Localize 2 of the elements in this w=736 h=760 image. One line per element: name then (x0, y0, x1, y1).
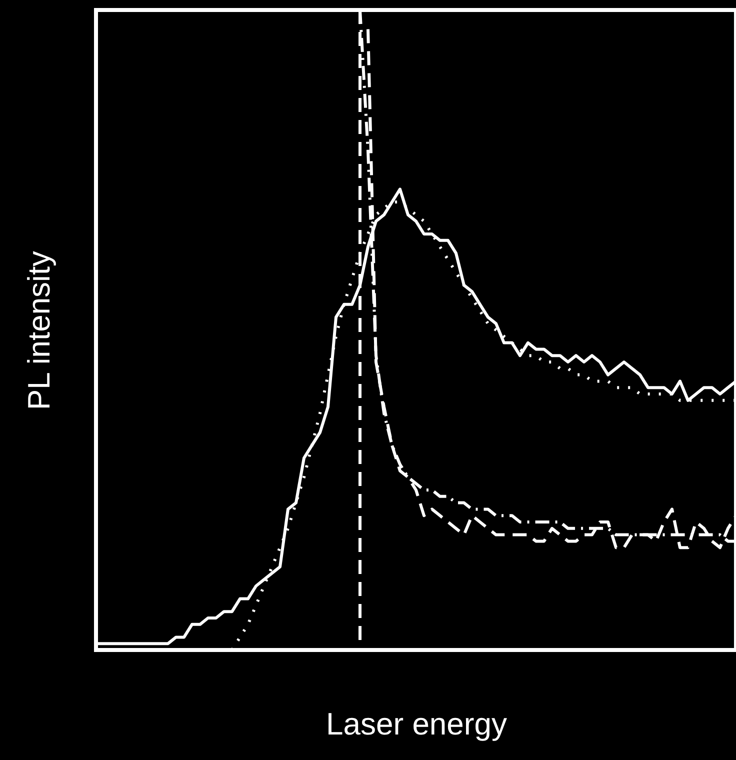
y-axis-title: PL intensity (22, 250, 56, 410)
x-axis-title: Laser energy (326, 706, 508, 742)
